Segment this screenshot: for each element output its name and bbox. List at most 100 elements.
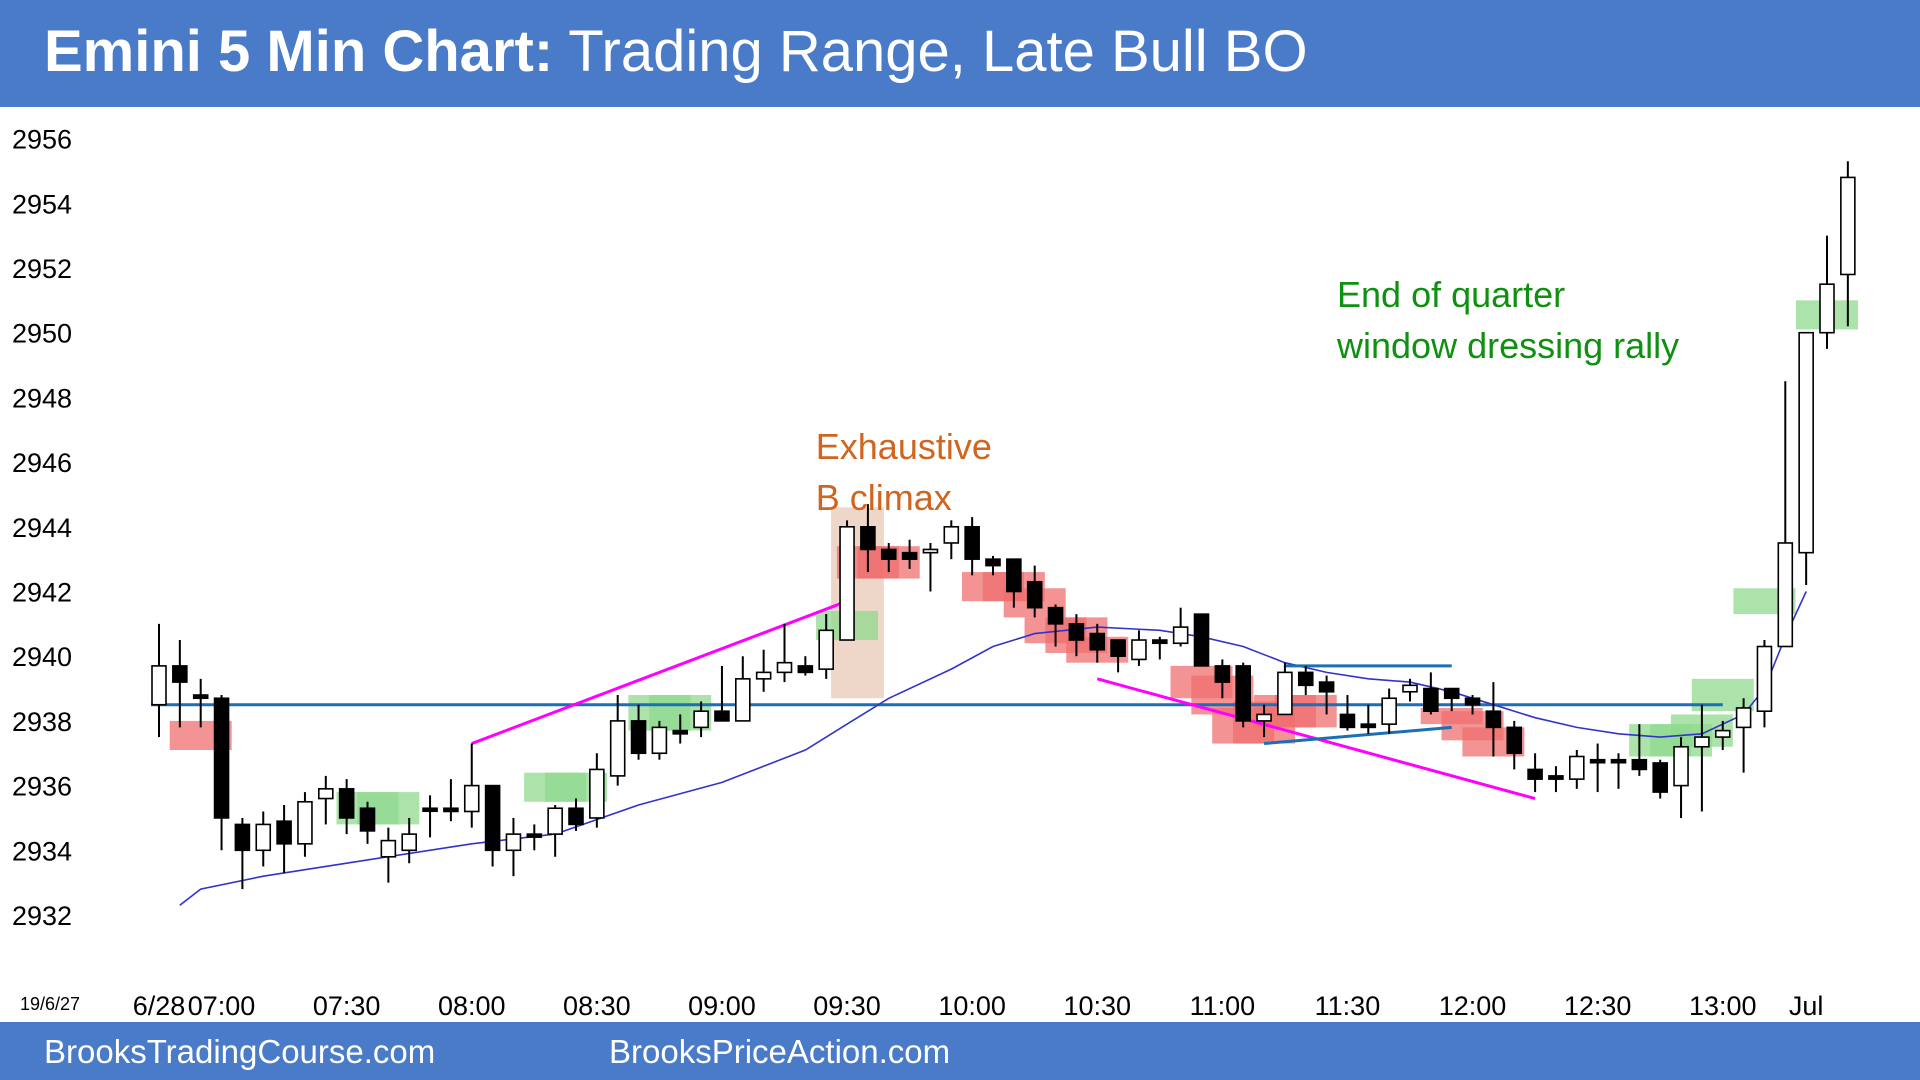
bear-candle — [359, 807, 376, 832]
x-tick-label: 12:00 — [1439, 991, 1507, 1021]
bear-candle — [276, 820, 292, 845]
bear-candle — [714, 710, 730, 722]
x-tick-label: 13:00 — [1689, 991, 1757, 1021]
annotation-text: window dressing rally — [1336, 325, 1679, 366]
x-tick-label: Jul — [1789, 991, 1824, 1021]
y-tick-label: 2952 — [12, 254, 72, 284]
bull-candle — [1777, 542, 1794, 648]
y-tick-label: 2948 — [12, 383, 72, 413]
x-tick-label: 07:00 — [188, 991, 256, 1021]
bull-candle — [297, 800, 313, 845]
x-tick-label: 11:30 — [1315, 991, 1381, 1021]
bull-candle — [1673, 745, 1689, 787]
bull-candle — [255, 823, 272, 852]
footer-link-right[interactable]: BrooksPriceAction.com — [609, 1033, 951, 1070]
bear-candle — [860, 525, 876, 551]
x-tick-label: 10:00 — [938, 991, 1006, 1021]
y-tick-label: 2944 — [12, 513, 72, 543]
ema-line — [179, 591, 1807, 906]
bear-candle — [1527, 768, 1543, 780]
bear-candle — [484, 784, 501, 852]
bull-candle — [943, 525, 960, 544]
chart-title-bold: Emini 5 Min Chart: — [44, 19, 554, 84]
x-tick-label: 6/28 — [133, 991, 186, 1021]
y-tick-label: 2956 — [12, 125, 72, 155]
bear-candle — [1423, 687, 1439, 712]
bull-candle — [755, 671, 772, 680]
bear-candle — [1235, 665, 1251, 722]
x-tick-label: 08:00 — [438, 991, 506, 1021]
bull-candle — [1819, 283, 1835, 334]
bull-candle — [380, 839, 397, 858]
bear-candle — [1610, 758, 1627, 764]
bull-candle — [818, 629, 835, 670]
bull-candle — [1798, 331, 1814, 554]
footer-link-left[interactable]: BrooksTradingCourse.com — [44, 1033, 436, 1070]
footer-bar — [0, 1022, 1920, 1080]
bear-candle — [1068, 623, 1085, 641]
x-tick-label: 12:30 — [1564, 991, 1632, 1021]
chart-title-rest: Trading Range, Late Bull BO — [553, 19, 1308, 84]
bear-candle — [901, 551, 918, 560]
bear-candle — [985, 558, 1001, 567]
bear-candle — [1089, 632, 1106, 651]
bear-candle — [1506, 726, 1523, 755]
bear-candle — [1006, 558, 1022, 593]
header-bar — [0, 0, 1920, 107]
bear-candle — [1360, 723, 1377, 729]
bull-candle — [839, 525, 855, 641]
chart-title: Emini 5 Min Chart: Trading Range, Late B… — [44, 18, 1308, 85]
bear-candle — [234, 823, 251, 852]
bear-candle — [1047, 606, 1064, 625]
bear-candle — [1297, 671, 1314, 687]
bear-candle — [568, 807, 584, 826]
bull-candle — [651, 726, 668, 755]
bear-candle — [338, 788, 355, 819]
bear-candle — [1652, 762, 1668, 793]
bull-candle — [1402, 684, 1418, 693]
bull-candle — [1756, 645, 1773, 712]
bull-candle — [547, 807, 563, 835]
bull-candle — [1569, 755, 1585, 780]
bear-candle — [1339, 713, 1356, 729]
bull-candle — [401, 833, 418, 852]
bear-candle — [1110, 639, 1126, 658]
y-tick-label: 2946 — [12, 448, 72, 478]
x-tick-label: 09:00 — [688, 991, 756, 1021]
annotation-text: End of quarter — [1337, 274, 1565, 315]
bull-candle — [589, 768, 605, 819]
bull-candle — [693, 710, 709, 729]
y-tick-label: 2954 — [12, 189, 72, 219]
bull-candle — [1172, 626, 1189, 645]
annotation-text: B climax — [816, 477, 952, 518]
bear-candle — [880, 548, 897, 560]
bear-candle — [1548, 775, 1564, 780]
bear-candle — [1485, 710, 1502, 729]
bull-candle — [1256, 713, 1272, 722]
bull-candle — [609, 720, 626, 777]
bull-candle — [776, 661, 793, 674]
bear-candle — [797, 665, 814, 674]
bull-candle — [1840, 176, 1856, 276]
y-tick-label: 2932 — [12, 901, 72, 931]
y-tick-label: 2938 — [12, 707, 72, 737]
x-tick-label: 07:30 — [313, 991, 381, 1021]
bull-candle — [1714, 729, 1731, 738]
bear-candle — [1589, 758, 1606, 764]
bull-candle — [1131, 639, 1147, 661]
bear-candle — [1193, 613, 1210, 667]
bear-candle — [526, 833, 543, 838]
blue-channel-line — [1263, 725, 1452, 746]
bear-candle — [964, 525, 980, 560]
bear-candle — [1214, 665, 1231, 683]
x-tick-label: 09:30 — [813, 991, 881, 1021]
bear-candle — [1631, 758, 1648, 771]
y-tick-label: 2942 — [12, 578, 72, 608]
bull-candle — [505, 833, 522, 852]
bear-candle — [1026, 580, 1043, 609]
y-tick-label: 2936 — [12, 772, 72, 802]
annotation-text: Exhaustive — [816, 426, 992, 467]
bull-candle — [734, 678, 751, 722]
bull-candle — [1381, 697, 1397, 725]
